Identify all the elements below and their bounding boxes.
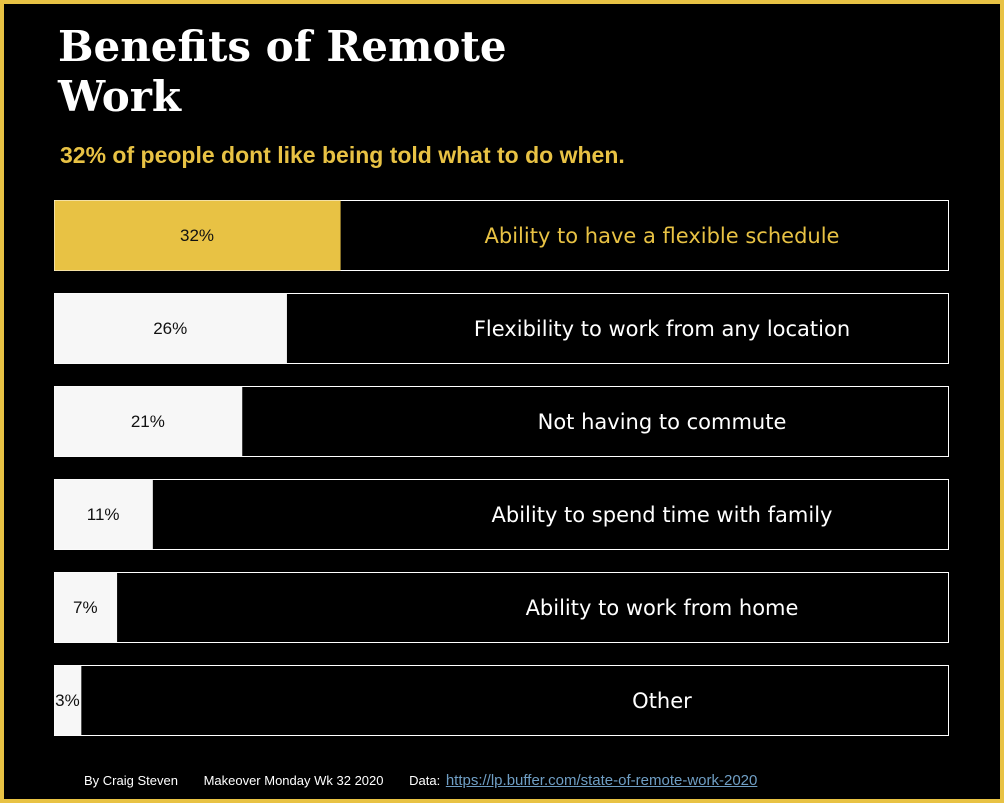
bar-value-label: 26% bbox=[153, 319, 187, 338]
bar-category-label: Ability to work from home bbox=[526, 596, 799, 620]
bar bbox=[54, 665, 82, 736]
bar-value-label: 7% bbox=[73, 598, 98, 617]
footer: By Craig Steven Makeover Monday Wk 32 20… bbox=[84, 772, 757, 789]
bar-value-label: 32% bbox=[180, 226, 214, 245]
bar-chart: 32% Ability to have a flexible schedule 26… bbox=[54, 200, 949, 736]
bar bbox=[54, 572, 118, 643]
bar-track bbox=[54, 665, 949, 736]
bar bbox=[54, 479, 153, 550]
bar-value-label: 3% bbox=[55, 691, 80, 710]
bar bbox=[54, 293, 287, 364]
bar-value-label: 11% bbox=[87, 505, 120, 524]
bar-row: 3% Other bbox=[54, 665, 949, 736]
bar-track bbox=[54, 572, 949, 643]
bar-category-label: Ability to have a flexible schedule bbox=[485, 224, 840, 248]
source-link[interactable]: https://lp.buffer.com/state-of-remote-wo… bbox=[445, 772, 758, 789]
bar-row: 21% Not having to commute bbox=[54, 386, 949, 457]
footer-event: Makeover Monday Wk 32 2020 bbox=[203, 773, 384, 788]
bar-category-label: Other bbox=[632, 689, 692, 713]
bar-row: 11% Ability to spend time with family bbox=[54, 479, 949, 550]
bar-row: 26% Flexibility to work from any location bbox=[54, 293, 949, 364]
bar-value-label: 21% bbox=[131, 412, 165, 431]
chart-title: Benefits of Remote Work bbox=[58, 22, 507, 121]
bar bbox=[54, 200, 341, 271]
chart-subtitle: 32% of people dont like being told what … bbox=[60, 142, 625, 168]
footer-data-label: Data: bbox=[409, 773, 441, 788]
footer-author: By Craig Steven bbox=[84, 773, 178, 788]
bar-category-label: Ability to spend time with family bbox=[492, 503, 833, 527]
bar-category-label: Flexibility to work from any location bbox=[474, 317, 850, 341]
bar bbox=[54, 386, 243, 457]
bar-category-label: Not having to commute bbox=[538, 410, 787, 434]
bar-track bbox=[54, 479, 949, 550]
bar-row: 7% Ability to work from home bbox=[54, 572, 949, 643]
bar-row: 32% Ability to have a flexible schedule bbox=[54, 200, 949, 271]
